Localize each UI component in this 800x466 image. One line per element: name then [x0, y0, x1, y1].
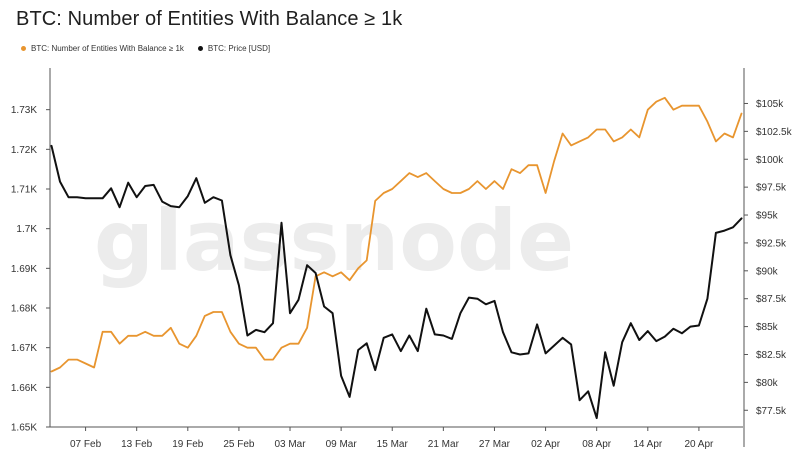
y-right-tick-label: $92.5k: [756, 238, 787, 249]
y-right-tick-label: $100k: [756, 155, 784, 166]
y-right-tick-label: $90k: [756, 266, 779, 277]
legend-label-entities: BTC: Number of Entities With Balance ≥ 1…: [31, 44, 184, 53]
x-tick-label: 25 Feb: [223, 439, 255, 450]
y-right-tick-label: $97.5k: [756, 183, 787, 194]
y-left-tick-label: 1.69K: [11, 264, 37, 275]
y-right-tick-label: $82.5k: [756, 350, 787, 361]
y-left-tick-label: 1.66K: [11, 383, 37, 394]
legend-item-price[interactable]: BTC: Price [USD]: [197, 44, 271, 53]
x-tick-label: 13 Feb: [121, 439, 153, 450]
legend-marker-entities: [21, 46, 26, 51]
x-tick-label: 14 Apr: [633, 439, 663, 450]
chart-title: BTC: Number of Entities With Balance ≥ 1…: [16, 8, 403, 30]
y-left-tick-label: 1.68K: [11, 304, 37, 315]
x-tick-label: 15 Mar: [377, 439, 409, 450]
x-tick-label: 19 Feb: [172, 439, 204, 450]
y-right-tick-label: $77.5k: [756, 406, 787, 417]
legend-item-entities[interactable]: BTC: Number of Entities With Balance ≥ 1…: [21, 44, 184, 53]
x-tick-label: 09 Mar: [326, 439, 358, 450]
x-tick-label: 08 Apr: [582, 439, 612, 450]
series-lines: [50, 96, 743, 420]
chart-legend: BTC: Number of Entities With Balance ≥ 1…: [21, 44, 284, 53]
y-left-tick-label: 1.65K: [11, 423, 37, 434]
legend-label-price: BTC: Price [USD]: [207, 44, 271, 53]
watermark-text: glassnode: [94, 192, 574, 290]
y-right-tick-label: $87.5k: [756, 294, 787, 305]
y-left-tick-label: 1.73K: [11, 105, 37, 116]
series-line-price: [50, 144, 743, 420]
y-left-tick-label: 1.7K: [16, 224, 37, 235]
legend-marker-price: [197, 46, 203, 51]
x-tick-label: 27 Mar: [479, 439, 511, 450]
y-left-tick-label: 1.67K: [11, 343, 37, 354]
series-line-entities: [50, 96, 743, 373]
y-right-tick-label: $95k: [756, 211, 779, 222]
y-right-tick-label: $80k: [756, 378, 779, 389]
y-right-tick-label: $102.5k: [756, 127, 793, 138]
y-left-tick-label: 1.72K: [11, 145, 37, 156]
x-tick-label: 20 Apr: [684, 439, 714, 450]
y-left-tick-label: 1.71K: [11, 185, 37, 196]
axes-group: 1.65K 1.66K 1.67K 1.68K 1.69K 1.7K 1.71K 1.72K 1…: [11, 68, 793, 450]
x-tick-label: 03 Mar: [274, 439, 306, 450]
x-tick-label: 02 Apr: [531, 439, 561, 450]
x-tick-label: 21 Mar: [428, 439, 460, 450]
y-right-tick-label: $85k: [756, 322, 779, 333]
y-right-tick-label: $105k: [756, 99, 784, 110]
x-tick-label: 07 Feb: [70, 439, 102, 450]
